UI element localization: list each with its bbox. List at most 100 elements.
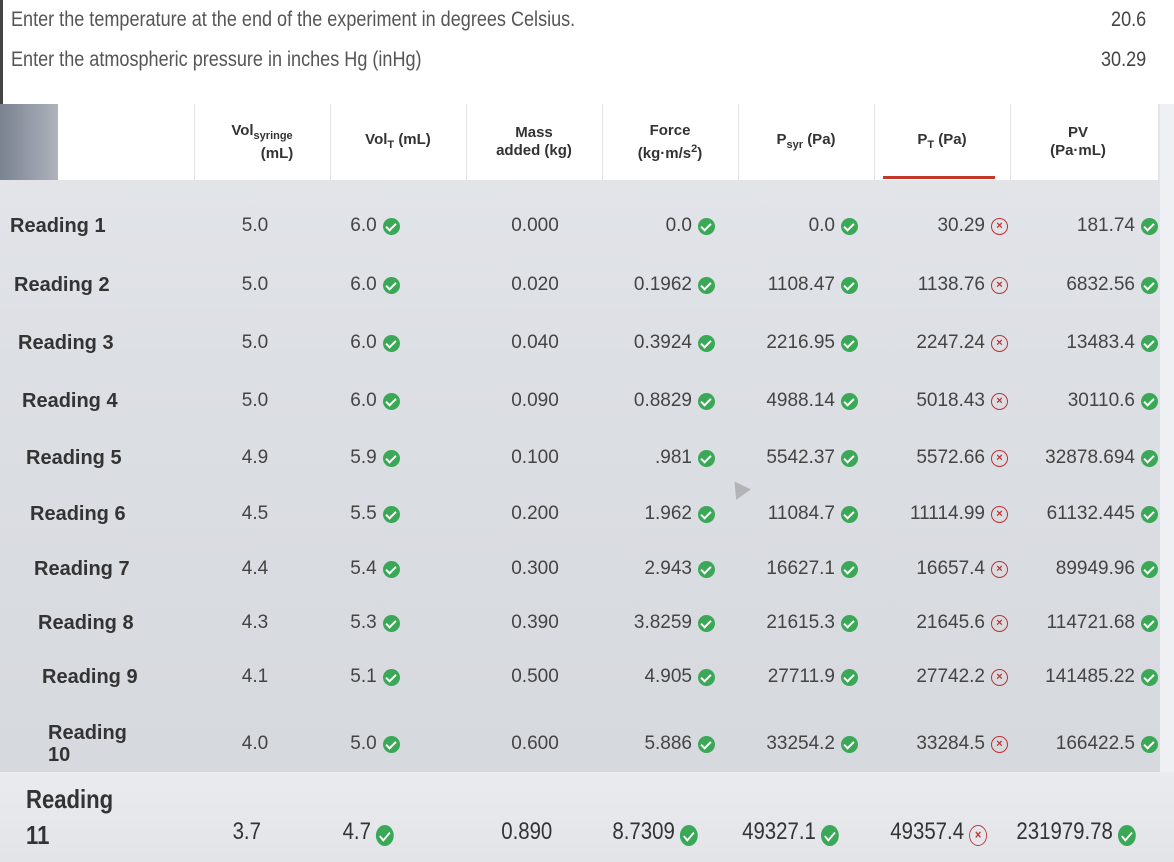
cell-psyr[interactable]: 49327.1 bbox=[730, 776, 839, 858]
cell-mass[interactable]: 0.040 bbox=[480, 321, 590, 365]
cell-force[interactable]: 0.8829 bbox=[600, 379, 715, 423]
row-label-text: Reading bbox=[48, 722, 127, 744]
cell-pt[interactable]: 5572.66 × bbox=[868, 436, 1008, 480]
cell-psyr[interactable]: 1108.47 bbox=[730, 263, 858, 307]
cell-vol-syringe[interactable]: 5.0 bbox=[200, 263, 310, 307]
cell-pt[interactable]: 2247.24 × bbox=[868, 321, 1008, 365]
cell-psyr[interactable]: 5542.37 bbox=[730, 436, 858, 480]
cell-pv[interactable]: 231979.78 bbox=[1010, 776, 1136, 858]
row-label-text: Reading 6 bbox=[30, 502, 126, 525]
cell-vol-t[interactable]: 5.0 bbox=[330, 716, 420, 772]
cell-pt[interactable]: 33284.5 × bbox=[868, 716, 1008, 772]
cell-vol-syringe[interactable]: 3.7 bbox=[200, 776, 294, 858]
cell-vol-syringe[interactable]: 4.3 bbox=[200, 601, 310, 645]
cell-pt[interactable]: 11114.99 × bbox=[868, 492, 1008, 536]
header-text: PV bbox=[1067, 124, 1088, 141]
cell-force[interactable]: 5.886 bbox=[600, 716, 715, 772]
cell-pv[interactable]: 30110.6 bbox=[1010, 379, 1158, 423]
cell-vol-t[interactable]: 6.0 bbox=[330, 204, 420, 248]
cell-value: 5.0 bbox=[241, 332, 269, 353]
cell-pt[interactable]: 30.29 × bbox=[868, 204, 1008, 248]
cell-vol-t[interactable]: 6.0 bbox=[330, 321, 420, 365]
cell-vol-t[interactable]: 6.0 bbox=[330, 263, 420, 307]
header-psyr: Psyr (Pa) bbox=[738, 104, 874, 180]
cell-pt[interactable]: 27742.2 × bbox=[868, 655, 1008, 699]
cell-pv[interactable]: 181.74 bbox=[1010, 204, 1158, 248]
cell-mass[interactable]: 0.000 bbox=[480, 204, 590, 248]
cell-value: 1.962 bbox=[644, 503, 692, 524]
cell-pt[interactable]: 21645.6 × bbox=[868, 601, 1008, 645]
cell-vol-syringe[interactable]: 4.5 bbox=[200, 492, 310, 536]
cell-value: 11114.99 bbox=[909, 503, 985, 524]
column-divider bbox=[330, 104, 331, 180]
check-circle-icon bbox=[698, 217, 715, 235]
row-label-text: Reading 9 bbox=[42, 665, 138, 688]
cell-vol-syringe[interactable]: 4.4 bbox=[200, 547, 310, 591]
column-divider bbox=[602, 104, 603, 180]
cell-pt[interactable]: 49357.4 × bbox=[868, 776, 987, 858]
cell-vol-t[interactable]: 5.5 bbox=[330, 492, 420, 536]
pressure-value[interactable]: 30.29 bbox=[1100, 48, 1147, 71]
cell-force[interactable]: 4.905 bbox=[600, 655, 715, 699]
cell-mass[interactable]: 0.020 bbox=[480, 263, 590, 307]
cell-vol-syringe[interactable]: 5.0 bbox=[200, 204, 310, 248]
cell-vol-t[interactable]: 6.0 bbox=[330, 379, 420, 423]
cell-force[interactable]: 3.8259 bbox=[600, 601, 715, 645]
cell-force[interactable]: 1.962 bbox=[600, 492, 715, 536]
temperature-value[interactable]: 20.6 bbox=[1111, 8, 1147, 31]
row-label: Reading 11 bbox=[26, 776, 113, 858]
cell-value: 5.886 bbox=[644, 733, 692, 754]
cell-vol-t[interactable]: 5.9 bbox=[330, 436, 420, 480]
cell-pt[interactable]: 1138.76 × bbox=[868, 263, 1008, 307]
cell-psyr[interactable]: 0.0 bbox=[730, 204, 858, 248]
cell-psyr[interactable]: 4988.14 bbox=[730, 379, 858, 423]
cell-vol-t[interactable]: 5.4 bbox=[330, 547, 420, 591]
cell-psyr[interactable]: 11084.7 bbox=[730, 492, 858, 536]
cell-pv[interactable]: 114721.68 bbox=[1010, 601, 1158, 645]
cell-mass[interactable]: 0.200 bbox=[480, 492, 590, 536]
cell-mass[interactable]: 0.300 bbox=[480, 547, 590, 591]
cell-pv[interactable]: 32878.694 bbox=[1010, 436, 1158, 480]
row-label: Reading 6 bbox=[30, 492, 126, 536]
cell-value: 4.4 bbox=[241, 558, 269, 579]
cell-value: 5.0 bbox=[241, 390, 269, 411]
cell-pv[interactable]: 61132.445 bbox=[1010, 492, 1158, 536]
cell-value: 6832.56 bbox=[1066, 274, 1135, 295]
cell-mass[interactable]: 0.600 bbox=[480, 716, 590, 772]
cell-mass[interactable]: 0.500 bbox=[480, 655, 590, 699]
column-divider bbox=[466, 104, 467, 180]
cell-vol-syringe[interactable]: 5.0 bbox=[200, 379, 310, 423]
cell-psyr[interactable]: 27711.9 bbox=[730, 655, 858, 699]
cell-pv[interactable]: 89949.96 bbox=[1010, 547, 1158, 591]
header-text: Vol bbox=[365, 130, 388, 148]
cell-mass[interactable]: 0.890 bbox=[480, 776, 574, 858]
cell-pt[interactable]: 5018.43 × bbox=[868, 379, 1008, 423]
cell-pv[interactable]: 166422.5 bbox=[1010, 716, 1158, 772]
cell-vol-t[interactable]: 5.3 bbox=[330, 601, 420, 645]
cell-psyr[interactable]: 21615.3 bbox=[730, 601, 858, 645]
cell-force[interactable]: 0.1962 bbox=[600, 263, 715, 307]
cell-value: 0.0 bbox=[808, 215, 835, 236]
cell-psyr[interactable]: 2216.95 bbox=[730, 321, 858, 365]
cell-force[interactable]: 8.7309 bbox=[600, 776, 698, 858]
cell-mass[interactable]: 0.100 bbox=[480, 436, 590, 480]
cell-force[interactable]: .981 bbox=[600, 436, 715, 480]
cell-mass[interactable]: 0.390 bbox=[480, 601, 590, 645]
cell-vol-t[interactable]: 5.1 bbox=[330, 655, 420, 699]
cell-vol-syringe[interactable]: 4.1 bbox=[200, 655, 310, 699]
cell-mass[interactable]: 0.090 bbox=[480, 379, 590, 423]
check-circle-icon bbox=[382, 276, 400, 294]
cell-force[interactable]: 0.0 bbox=[600, 204, 715, 248]
cell-vol-syringe[interactable]: 5.0 bbox=[200, 321, 310, 365]
cell-vol-t[interactable]: 4.7 bbox=[330, 776, 407, 858]
cell-force[interactable]: 0.3924 bbox=[600, 321, 715, 365]
cell-psyr[interactable]: 16627.1 bbox=[730, 547, 858, 591]
cell-pv[interactable]: 13483.4 bbox=[1010, 321, 1158, 365]
cell-vol-syringe[interactable]: 4.9 bbox=[200, 436, 310, 480]
cell-pv[interactable]: 141485.22 bbox=[1010, 655, 1158, 699]
cell-psyr[interactable]: 33254.2 bbox=[730, 716, 858, 772]
cell-pt[interactable]: 16657.4 × bbox=[868, 547, 1008, 591]
cell-force[interactable]: 2.943 bbox=[600, 547, 715, 591]
cell-pv[interactable]: 6832.56 bbox=[1010, 263, 1158, 307]
cell-vol-syringe[interactable]: 4.0 bbox=[200, 716, 310, 772]
